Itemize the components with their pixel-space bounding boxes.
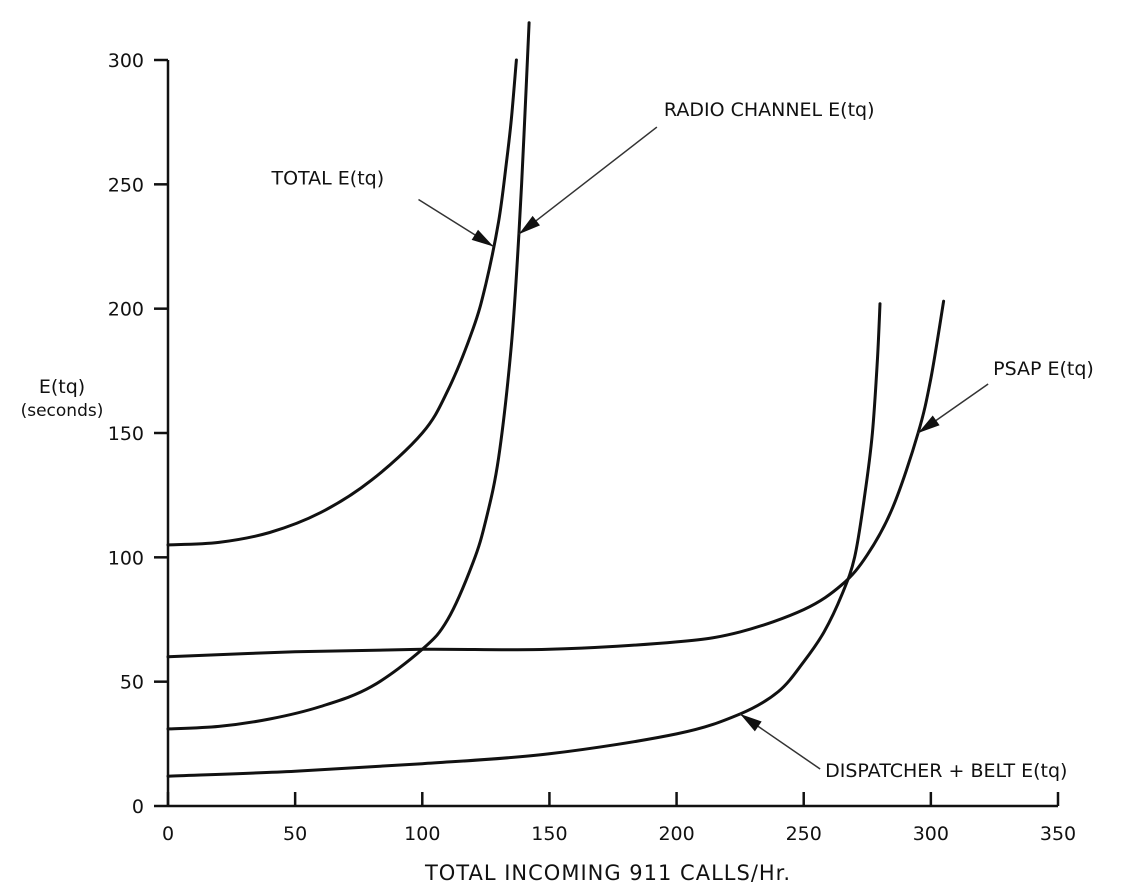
- y-tick-label: 150: [108, 423, 144, 445]
- annotation-label: RADIO CHANNEL E(tq): [664, 99, 875, 121]
- x-tick-label: 50: [283, 823, 307, 845]
- y-tick-label: 50: [120, 672, 144, 694]
- x-tick-label: 100: [404, 823, 440, 845]
- x-tick-label: 0: [162, 823, 174, 845]
- annotations: TOTAL E(tq) RADIO CHANNEL E(tq) PSAP E(tq)…: [270, 99, 1093, 782]
- dispatcher-belt-etq-curve: [166, 302, 882, 778]
- y-tick-label: 0: [132, 796, 144, 818]
- dispatcher-belt-etq-annotation: DISPATCHER + BELT E(tq): [739, 713, 1067, 782]
- curves: [166, 21, 946, 778]
- y-axis-title: E(tq): [39, 376, 85, 398]
- y-axis-subtitle: (seconds): [21, 401, 104, 421]
- psap-etq-annotation: PSAP E(tq): [917, 358, 1094, 434]
- x-tick-label: 350: [1040, 823, 1076, 845]
- total-etq-curve: [166, 58, 518, 547]
- y-tick-label: 300: [108, 50, 144, 72]
- annotation-label: DISPATCHER + BELT E(tq): [825, 760, 1067, 782]
- annotation-arrowhead: [918, 415, 940, 433]
- y-tick-label: 200: [108, 299, 144, 321]
- x-axis-title: TOTAL INCOMING 911 CALLS/Hr.: [424, 861, 791, 885]
- radio-channel-etq-curve: [166, 21, 531, 731]
- annotation-label: TOTAL E(tq): [270, 168, 384, 190]
- annotation-arrowhead: [471, 229, 494, 247]
- psap-etq-curve: [166, 299, 946, 659]
- total-etq-annotation: TOTAL E(tq): [270, 168, 494, 248]
- x-tick-label: 300: [913, 823, 949, 845]
- y-tick-label: 250: [108, 174, 144, 196]
- annotation-arrowhead: [518, 215, 540, 235]
- annotation-leader-line: [518, 126, 658, 235]
- x-tick-label: 250: [786, 823, 822, 845]
- annotation-label: PSAP E(tq): [993, 358, 1094, 380]
- radio-channel-etq-annotation: RADIO CHANNEL E(tq): [518, 99, 875, 235]
- ticks: 0 50 100 150 200 250 300 350 0 50 100 150 200 250 300: [108, 50, 1076, 845]
- x-tick-label: 150: [531, 823, 567, 845]
- y-tick-label: 100: [108, 547, 144, 569]
- annotation-arrowhead: [740, 713, 762, 732]
- x-tick-label: 200: [658, 823, 694, 845]
